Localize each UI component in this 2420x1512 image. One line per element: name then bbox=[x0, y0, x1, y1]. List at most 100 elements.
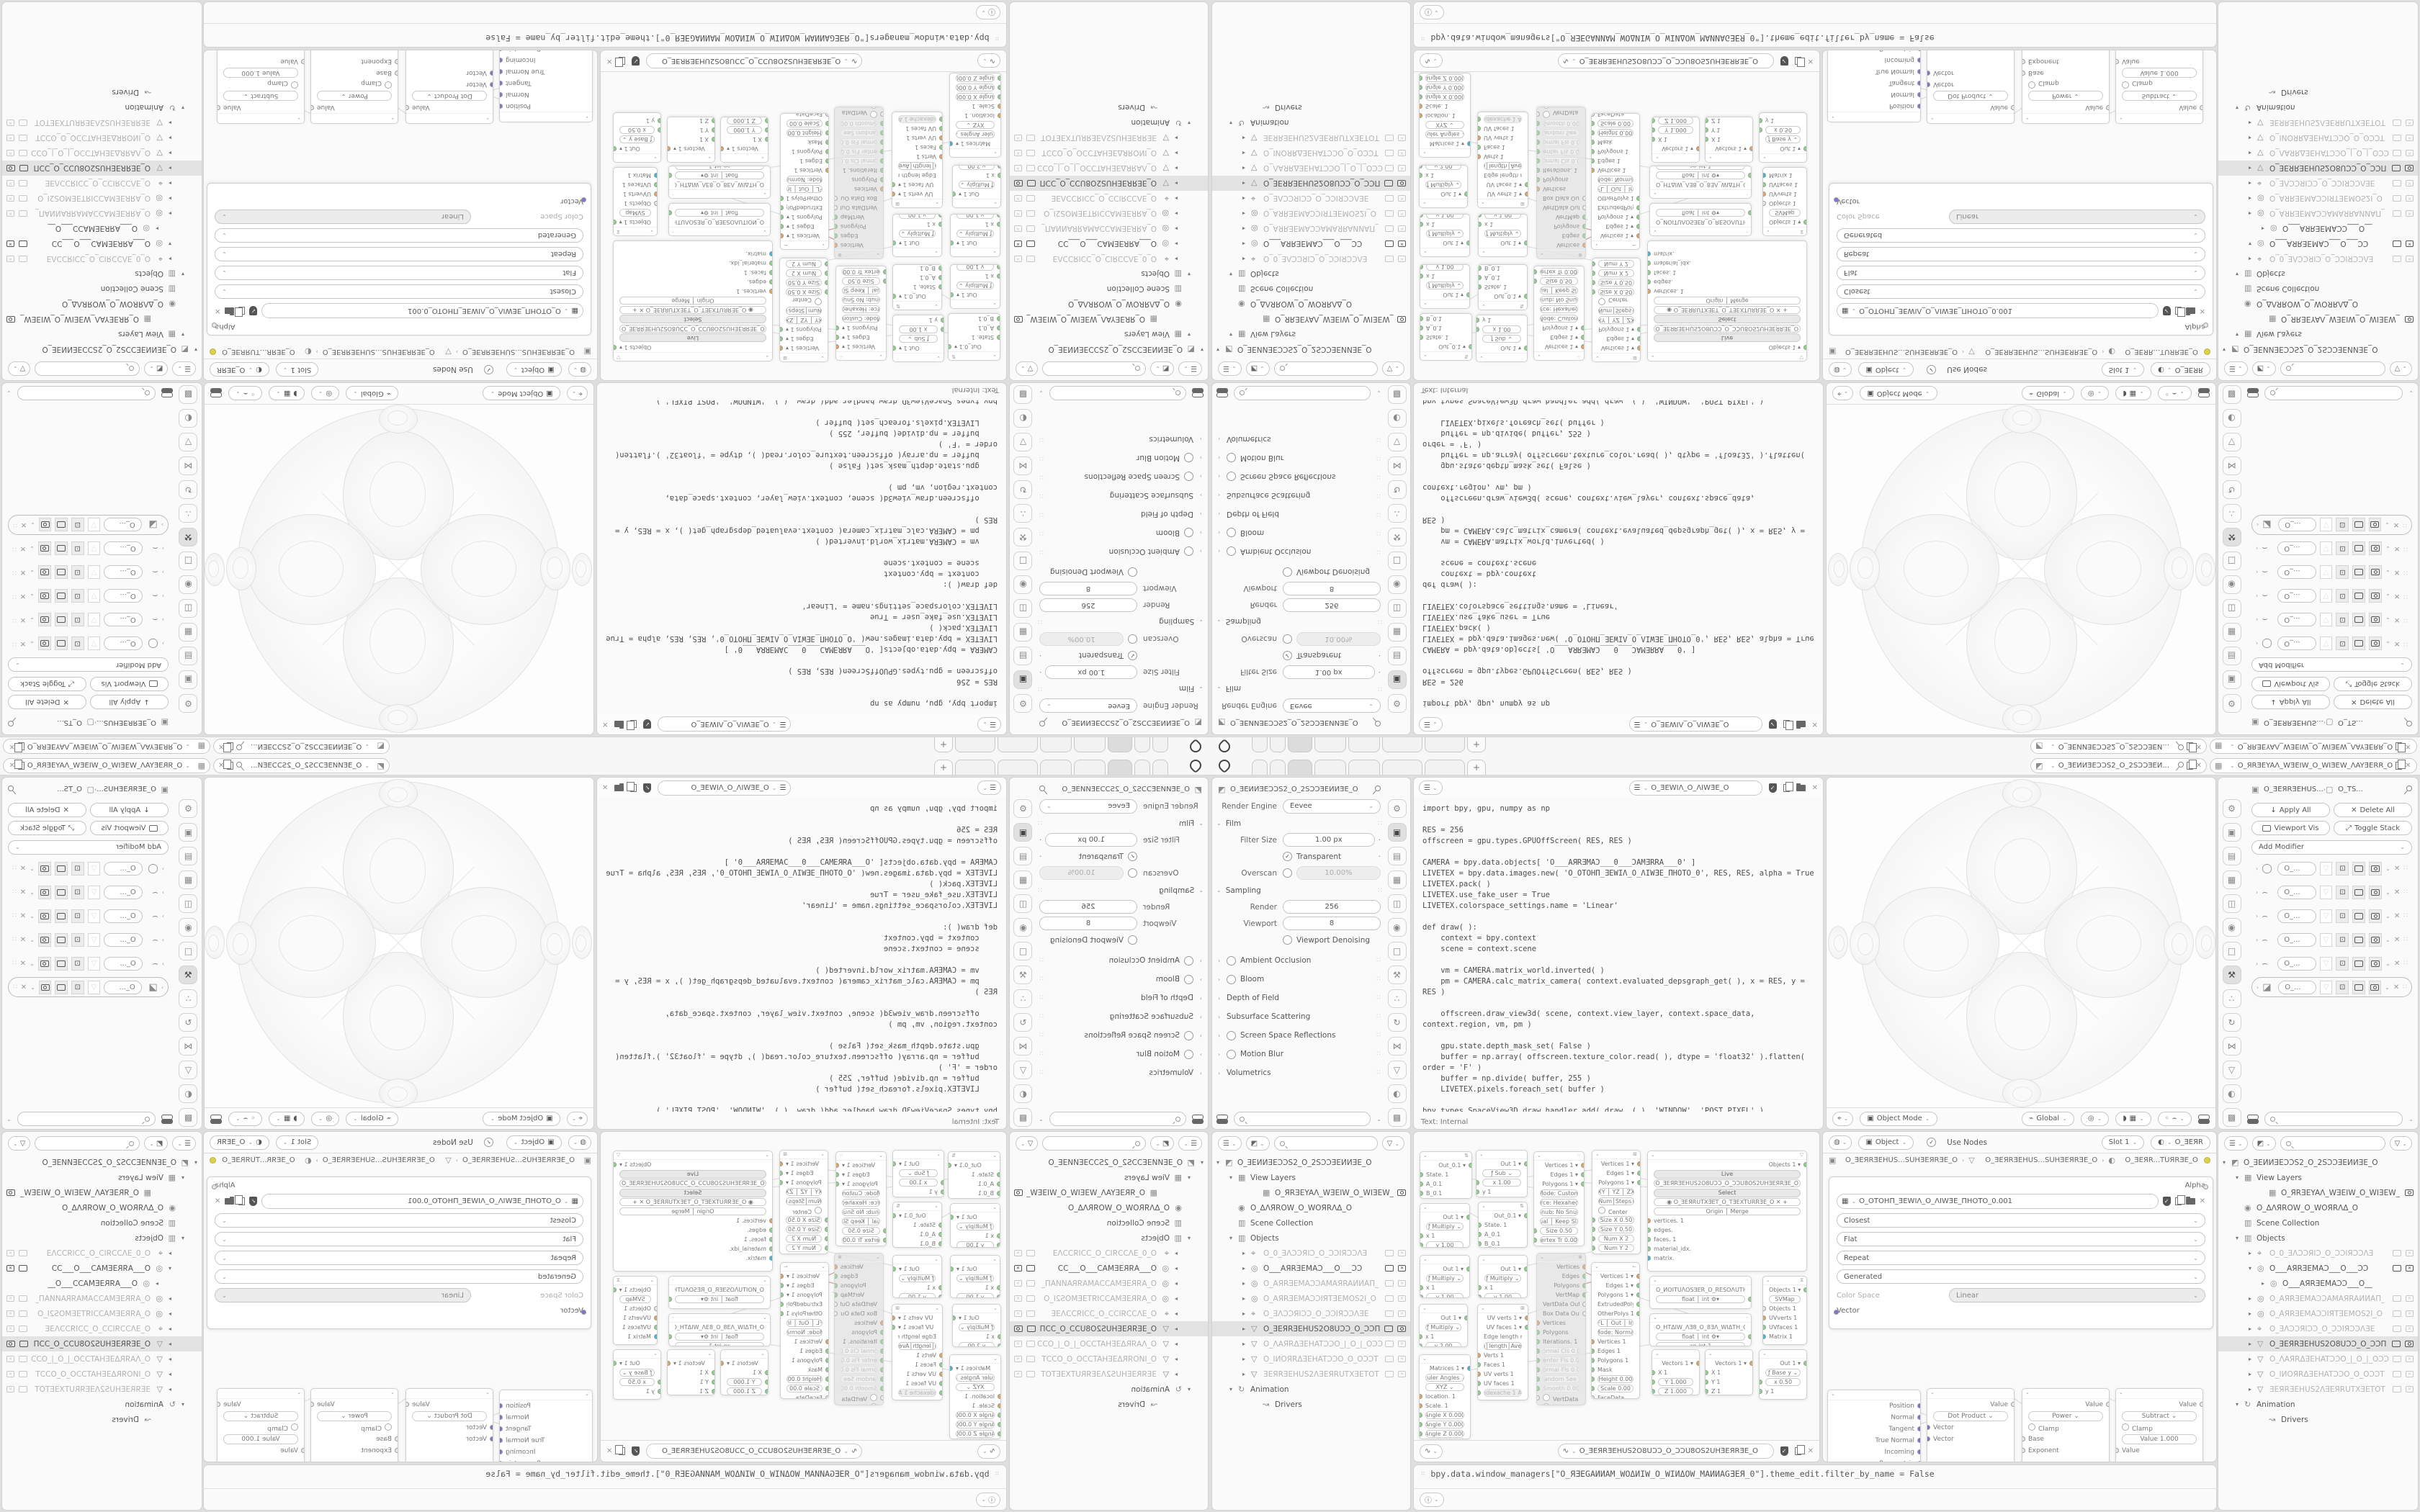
node-row[interactable]: x 1 bbox=[1479, 1283, 1527, 1292]
properties-tab-icon[interactable]: ▩ bbox=[2222, 385, 2241, 404]
node-canvas[interactable]: ⌄ ⇅ Out_0.1 ▾ State. 1 A_0.1 bbox=[1414, 1132, 1819, 1440]
modifier-row[interactable]: › ⌢ O_... ▽ ⊡ ⌄ ✕ ∷ bbox=[12, 541, 164, 556]
realtime-icon[interactable] bbox=[2352, 518, 2365, 532]
node-row[interactable]: XYZ ⌄ bbox=[950, 1382, 1000, 1392]
node-row[interactable]: Out 1 ▾ bbox=[950, 1264, 1000, 1274]
expand-arrow-icon[interactable]: ▸ bbox=[2249, 1295, 2252, 1302]
node-row[interactable]: Subtract ⌄ bbox=[2116, 1410, 2202, 1422]
node-row[interactable]: Angle X 0.000 bbox=[1419, 92, 1470, 102]
node-row[interactable]: Matrix bbox=[780, 258, 828, 259]
properties-tab-icon[interactable]: ▽ bbox=[1013, 433, 1033, 451]
expand-arrow-icon[interactable]: ▸ bbox=[168, 1250, 171, 1256]
properties-tab-icon[interactable]: ∴ bbox=[1387, 989, 1407, 1008]
node-row[interactable]: XYZ ⌄ bbox=[950, 120, 1000, 130]
node-header[interactable]: ⌄ ⊞ bbox=[1478, 1305, 1528, 1313]
delete-modifier-icon[interactable]: ✕ bbox=[19, 935, 27, 944]
properties-tab-icon[interactable]: ◐ bbox=[2222, 409, 2241, 428]
node-row[interactable]: Edges 1 ▾ bbox=[1592, 1169, 1640, 1178]
properties-tab-icon[interactable]: ▣ bbox=[1387, 823, 1407, 842]
render-icon[interactable] bbox=[37, 909, 51, 923]
render-icon[interactable] bbox=[37, 589, 51, 603]
editor-type-button[interactable]: ◍ ⌄ bbox=[568, 362, 591, 377]
properties-tab-icon[interactable]: ◐ bbox=[179, 1084, 198, 1103]
edit-mode-icon[interactable]: ⊡ bbox=[2336, 636, 2349, 651]
node-row[interactable]: Even│length│Average bbox=[892, 161, 942, 171]
outliner-row[interactable]: ↝ Drivers bbox=[2218, 1412, 2418, 1427]
node-row[interactable]: Normal Cls 0.00 bbox=[835, 1346, 884, 1356]
sverchok-node[interactable]: ⌄ ⊗ Vertices Edges Polygons bbox=[1536, 107, 1586, 259]
edit-mode-icon[interactable]: ⊡ bbox=[71, 541, 84, 556]
interpolation-select[interactable]: Closest ⌄ bbox=[215, 1213, 583, 1228]
node-row[interactable]: Z 1.000 bbox=[721, 1387, 768, 1395]
film-section[interactable]: ⌄ Film ∷ bbox=[1216, 819, 1382, 828]
expand-arrow-icon[interactable]: ▸ bbox=[1174, 210, 1178, 217]
node-row[interactable]: Value bbox=[405, 1399, 493, 1410]
node-row[interactable]: X 1 bbox=[1652, 1368, 1699, 1377]
outliner-row[interactable]: ▸ ▽ O_ΛAЯRΔƎEHATƆƆO_|_O_|_OƆƆ bbox=[2218, 1351, 2418, 1367]
fake-user-icon[interactable] bbox=[643, 783, 652, 793]
toggle-stack-button[interactable]: ⤢ Toggle Stack bbox=[2334, 821, 2412, 835]
drag-handle[interactable]: ∷ bbox=[13, 984, 17, 991]
sverchok-node[interactable]: ⌄ ⊞ Vertices 1 ▾ Edges 1 ▾ Poly bbox=[779, 258, 828, 362]
node-row[interactable]: Random See 0 bbox=[1537, 1374, 1585, 1384]
node-row[interactable]: ƒ Multiply ⌄ bbox=[1479, 229, 1527, 238]
node-header[interactable]: ⌄ · bbox=[669, 227, 770, 235]
drag-handle[interactable]: ∷ bbox=[2403, 593, 2408, 600]
node-row[interactable]: y 1.00 bbox=[893, 1292, 942, 1298]
outliner-row[interactable]: ▾ ◎ O___AЯRƎEMAƆ___O___ƆƆ bbox=[2, 236, 202, 251]
node-row[interactable]: Scale. 1 bbox=[1420, 1401, 1470, 1410]
section-checkbox[interactable] bbox=[1227, 472, 1236, 482]
node-row[interactable]: Exponent bbox=[311, 1445, 398, 1457]
node-row[interactable]: Objects 1 bbox=[614, 1304, 658, 1313]
hide-render-icon[interactable] bbox=[1014, 195, 1022, 202]
node-row[interactable]: ƒ Multiply ⌄ bbox=[953, 180, 1000, 189]
outliner-row[interactable]: ▾ ◩ O_ƎEИИƎEƆƆЅ2_O_2ЅƆƆƎEИИƎE_O bbox=[1212, 1155, 1410, 1170]
edit-mode-icon[interactable]: ⊡ bbox=[2336, 980, 2349, 994]
close-icon[interactable]: ✕ bbox=[2195, 762, 2202, 770]
node-header[interactable]: ⌄ ⊗ bbox=[1537, 250, 1585, 258]
source-select[interactable]: Generated ⌄ bbox=[1837, 1269, 2205, 1284]
section-checkbox[interactable] bbox=[1184, 1030, 1193, 1040]
edit-mode-icon[interactable]: ⊡ bbox=[2336, 885, 2349, 899]
node-row[interactable]: Normal Fls 0.00 bbox=[1536, 138, 1585, 147]
sampling-section[interactable]: ⌄ Sampling ∷ bbox=[1038, 886, 1204, 895]
node-header[interactable]: ⌄ · bbox=[1650, 189, 1751, 198]
node-row[interactable]: x 1 bbox=[1420, 1231, 1469, 1241]
info-log-row[interactable]: ∷ bpy.data.window_managers["O_ЯƎEGAИИAM_… bbox=[1414, 1465, 2216, 1482]
properties-tab-icon[interactable]: ↻ bbox=[1387, 480, 1407, 499]
expand-arrow-icon[interactable]: ▸ bbox=[2249, 150, 2252, 156]
outliner-row[interactable]: ▸ ◎ O_AЯRƎEMAƆƆAMAЯRAИИAΠ_ bbox=[2218, 1291, 2418, 1306]
outliner-row[interactable]: ▸ ◎ O_AЯRƎEMAƆƆIЯTƎEMOЅ2I_O bbox=[1212, 1291, 1410, 1306]
outliner-row[interactable]: ▾ ▦ View Layers bbox=[2, 1170, 202, 1185]
extras-chevron-icon[interactable]: ⌄ bbox=[2385, 865, 2390, 872]
node-row[interactable]: Out_0.1 ▾ bbox=[892, 292, 941, 301]
sverchok-node[interactable]: ⌄ ⁘ Vertices 1 ▾ Edges 1 ▾ Poly bbox=[835, 1151, 887, 1246]
modifier-name-field[interactable]: O_... bbox=[2277, 565, 2316, 580]
copy-icon[interactable] bbox=[2186, 760, 2197, 770]
hide-viewport-icon[interactable] bbox=[2393, 150, 2401, 156]
outliner-row[interactable]: ▸ ⌖ O_0_ƎΛƆƆЯIƆ_O_ƆƆIЯƆƆΛƎ bbox=[2218, 251, 2418, 266]
filter-button[interactable]: ▽ ⌄ bbox=[2389, 361, 2412, 376]
outliner-row[interactable]: ↝ Drivers bbox=[1212, 1397, 1410, 1412]
node-row[interactable]: Smooth 0.00 bbox=[835, 119, 884, 128]
outliner-row[interactable]: ▸ ▽ ƎEЯRƎEHUЅ2ΛƎEЯRUTXƎETOT bbox=[2, 1382, 202, 1397]
node-row[interactable]: FL │ Out │ In bbox=[781, 1318, 828, 1328]
sverchok-node[interactable]: ⌄ ⌙ Vertices 1 ▾ Edges 1 ▾ Poly bbox=[780, 113, 829, 250]
extras-chevron-icon[interactable]: ⌄ bbox=[30, 888, 35, 896]
expand-arrow-icon[interactable]: ▸ bbox=[155, 1280, 158, 1287]
hide-render-icon[interactable] bbox=[2406, 1356, 2414, 1362]
node-row[interactable]: Mode: Custom bbox=[836, 1189, 886, 1198]
node-row[interactable]: Normal bbox=[499, 1412, 592, 1423]
hide-viewport-icon[interactable] bbox=[2393, 210, 2401, 217]
realtime-icon[interactable] bbox=[2352, 909, 2366, 923]
node-row[interactable]: Edges 1 bbox=[781, 1346, 829, 1356]
node-row[interactable]: XY │ YZ │ ZX bbox=[1592, 315, 1640, 325]
hide-viewport-icon[interactable] bbox=[1026, 256, 1035, 262]
node-row[interactable]: Edges bbox=[834, 231, 883, 240]
hide-viewport-icon[interactable] bbox=[19, 180, 27, 186]
copy-icon[interactable] bbox=[619, 57, 626, 65]
properties-tab-icon[interactable]: ▤ bbox=[2222, 647, 2241, 665]
sverchok-node[interactable]: ⌄· O_ИOITUΛOЅƎER_O_REЅOΛUTIOИ_O float │ … bbox=[668, 203, 771, 236]
properties-tab-icon[interactable]: ◫ bbox=[1013, 599, 1033, 618]
node-row[interactable]: Faces 1 bbox=[1478, 1360, 1528, 1369]
